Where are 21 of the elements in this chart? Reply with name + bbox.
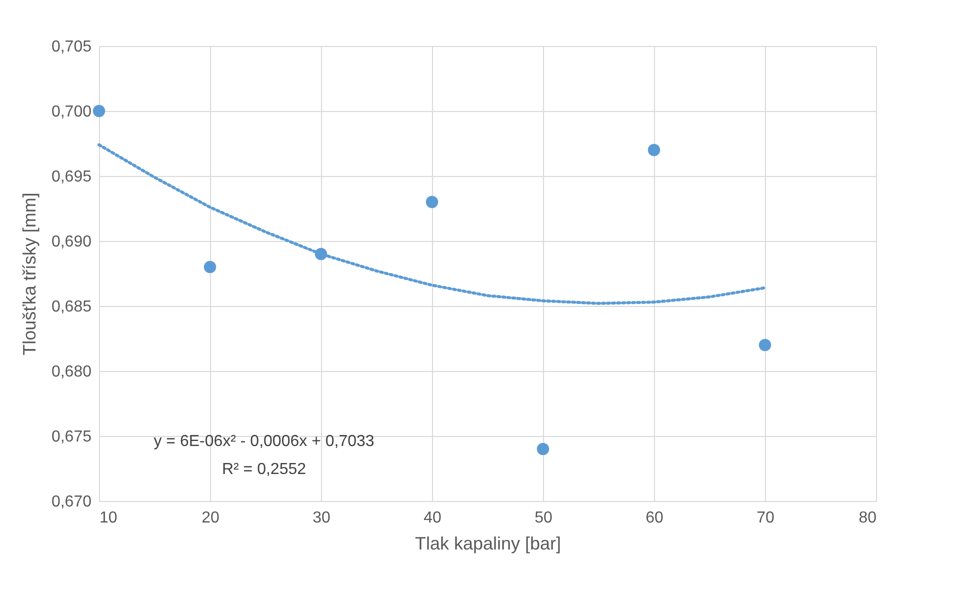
annotation: R² = 0,2552 (222, 461, 306, 478)
x-tick-label: 20 (202, 510, 220, 526)
x-tick-label: 10 (100, 510, 118, 526)
y-axis-title: Tloušťka třísky [mm] (19, 192, 40, 356)
y-tick-label: 0,705 (51, 38, 92, 56)
y-tick-label: 0,685 (51, 298, 92, 316)
x-tick-label: 70 (756, 510, 774, 526)
y-tick-label: 0,675 (51, 428, 92, 446)
x-tick-label: 50 (534, 510, 552, 526)
y-tick-label: 0,680 (51, 364, 92, 380)
x-tick-label: 40 (424, 510, 442, 526)
x-tick-label: 80 (858, 510, 877, 526)
y-tick-label: 0,670 (51, 494, 92, 510)
annotation: y = 6E-06x² - 0,0006x + 0,7033 (154, 433, 374, 450)
x-tick-label: 30 (312, 510, 330, 526)
y-tick-label: 0,700 (51, 104, 92, 120)
line-series (98, 143, 766, 305)
x-tick-label: 60 (646, 510, 664, 526)
y-tick-label: 0,690 (51, 234, 92, 250)
x-axis-title: Tlak kapaliny [bar] (414, 534, 562, 554)
y-tick-label: 0,695 (51, 168, 92, 186)
